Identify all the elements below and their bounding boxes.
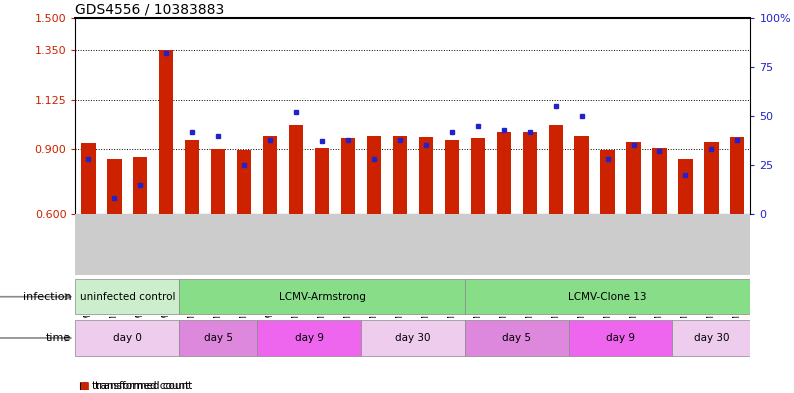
Text: time: time: [46, 333, 71, 343]
Text: transformed count: transformed count: [95, 381, 192, 391]
Bar: [730, 137, 745, 214]
Text: day 0: day 0: [113, 333, 142, 343]
Text: LCMV-Clone 13: LCMV-Clone 13: [569, 292, 647, 302]
Bar: [133, 158, 148, 214]
Bar: [257, 320, 361, 356]
Bar: [263, 136, 277, 214]
Bar: [464, 320, 569, 356]
Bar: [522, 132, 537, 214]
Text: day 9: day 9: [295, 333, 323, 343]
Bar: [569, 320, 673, 356]
Bar: [159, 50, 173, 214]
Bar: [575, 136, 588, 214]
Text: day 30: day 30: [694, 333, 729, 343]
Text: LCMV-Armstrong: LCMV-Armstrong: [279, 292, 365, 302]
Bar: [418, 137, 433, 214]
Text: ■ transformed count: ■ transformed count: [79, 381, 190, 391]
Bar: [361, 320, 464, 356]
Text: day 9: day 9: [606, 333, 635, 343]
Bar: [185, 140, 199, 214]
Bar: [673, 320, 750, 356]
Bar: [81, 143, 95, 214]
Bar: [678, 158, 692, 214]
Bar: [211, 149, 225, 214]
Bar: [600, 150, 615, 214]
Bar: [315, 148, 330, 214]
Bar: [393, 136, 407, 214]
Bar: [704, 142, 719, 214]
Bar: [471, 138, 485, 214]
Text: ■: ■: [79, 381, 89, 391]
Bar: [289, 125, 303, 214]
Bar: [237, 150, 251, 214]
Bar: [626, 142, 641, 214]
Bar: [75, 279, 179, 314]
Bar: [549, 125, 563, 214]
Text: GDS4556 / 10383883: GDS4556 / 10383883: [75, 2, 225, 17]
Text: uninfected control: uninfected control: [79, 292, 175, 302]
Text: infection: infection: [23, 292, 71, 302]
Bar: [464, 279, 750, 314]
Bar: [107, 158, 121, 214]
Text: day 30: day 30: [395, 333, 430, 343]
Bar: [179, 279, 464, 314]
Bar: [367, 136, 381, 214]
Bar: [75, 320, 179, 356]
Text: day 5: day 5: [503, 333, 531, 343]
Bar: [179, 320, 257, 356]
Bar: [653, 148, 667, 214]
Bar: [341, 138, 355, 214]
Bar: [496, 132, 511, 214]
Text: day 5: day 5: [204, 333, 233, 343]
Bar: [445, 140, 459, 214]
